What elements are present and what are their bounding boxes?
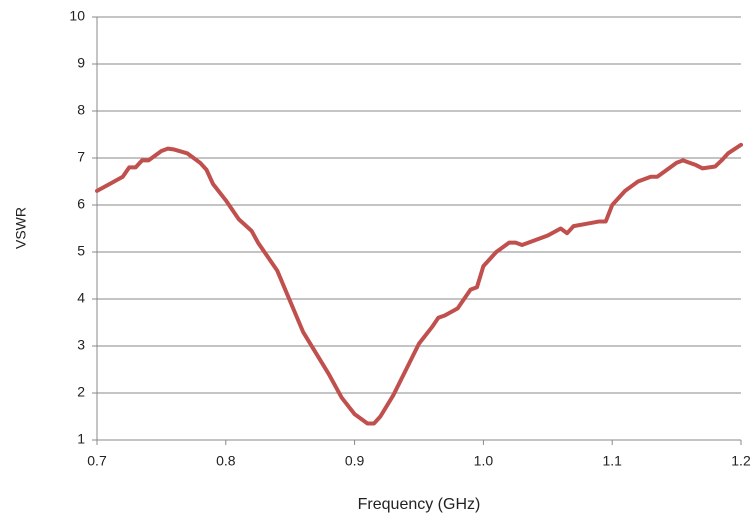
y-tick-label: 6 (77, 196, 85, 212)
x-tick-label: 0.7 (87, 453, 107, 469)
x-tick-label: 1.0 (474, 453, 494, 469)
y-tick-label: 2 (77, 384, 85, 400)
data-line (95, 142, 743, 426)
y-tick-label: 4 (77, 290, 85, 306)
y-tick-label: 7 (77, 149, 85, 165)
y-tick-label: 9 (77, 55, 85, 71)
x-axis-title: Frequency (GHz) (358, 496, 481, 513)
y-tick-label: 1 (77, 431, 85, 447)
x-tick-label: 1.2 (731, 453, 751, 469)
x-tick-label: 0.8 (216, 453, 236, 469)
y-tick-label: 10 (69, 8, 85, 24)
y-axis-title: VSWR (13, 207, 29, 249)
x-tick-label: 1.1 (602, 453, 622, 469)
y-tick-label: 5 (77, 243, 85, 259)
x-tick-label: 0.9 (345, 453, 365, 469)
y-tick-label: 8 (77, 102, 85, 118)
y-tick-label: 3 (77, 337, 85, 353)
